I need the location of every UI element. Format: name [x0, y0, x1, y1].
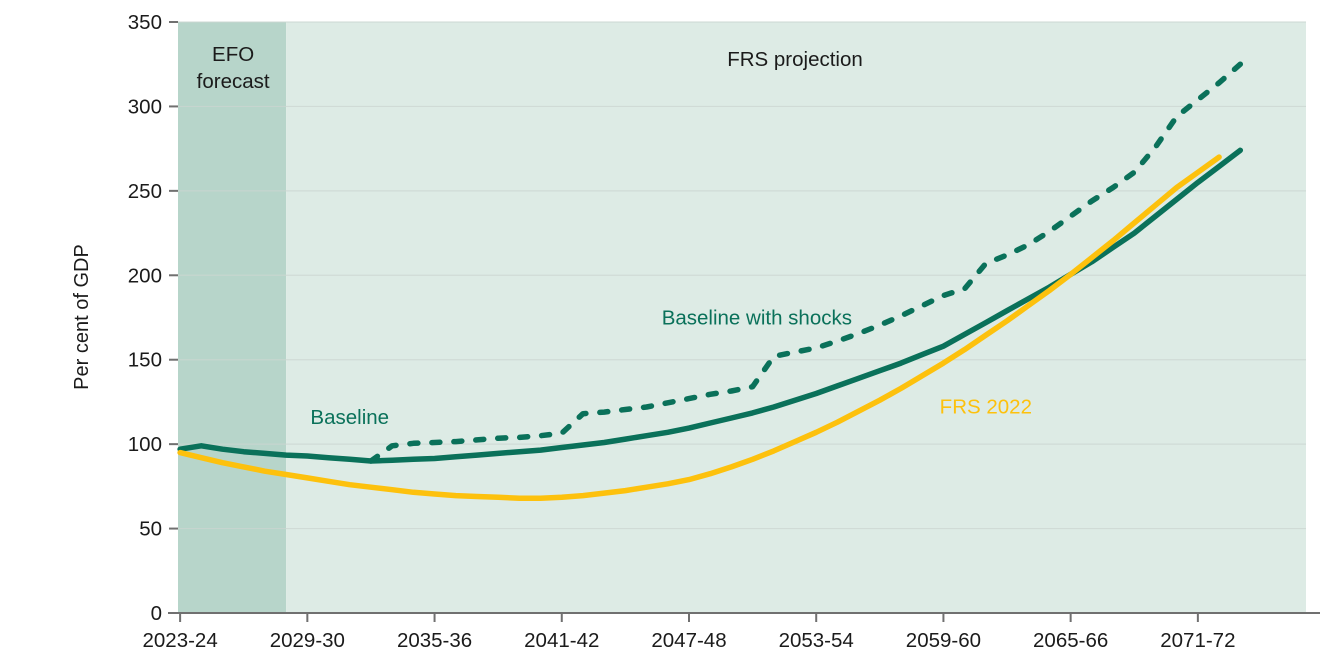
annotation-frs-projection: FRS projection — [727, 48, 863, 71]
y-tick-label-50: 50 — [139, 518, 162, 541]
y-axis-title: Per cent of GDP — [71, 244, 93, 390]
x-tick-label-2065-66: 2065-66 — [1033, 629, 1108, 652]
y-tick-label-100: 100 — [128, 433, 162, 456]
annotation-frs-2022-line-1: FRS 2022 — [940, 396, 1032, 419]
y-tick-label-150: 150 — [128, 349, 162, 372]
y-tick-label-200: 200 — [128, 264, 162, 287]
annotation-frs-2022: FRS 2022 — [940, 396, 1032, 419]
annotation-efo-forecast-line-2: forecast — [197, 70, 270, 93]
annotation-baseline-line-1: Baseline — [310, 406, 389, 429]
chart-annotations: EFO forecast FRS projection Baseline Baselin… — [197, 43, 1032, 429]
annotation-frs-projection-line-1: FRS projection — [727, 48, 863, 71]
x-tick-label-2029-30: 2029-30 — [270, 629, 345, 652]
x-tick-label-2023-24: 2023-24 — [143, 629, 218, 652]
x-tick-label-2035-36: 2035-36 — [397, 629, 472, 652]
x-tick-label-2047-48: 2047-48 — [651, 629, 726, 652]
y-tick-label-0: 0 — [151, 602, 162, 625]
x-tick-label-2053-54: 2053-54 — [779, 629, 854, 652]
axes — [168, 21, 1320, 622]
x-tick-label-2041-42: 2041-42 — [524, 629, 599, 652]
annotation-baseline-with-shocks-line-1: Baseline with shocks — [662, 306, 852, 329]
annotation-efo-forecast-line-1: EFO — [212, 43, 254, 66]
band-frs — [286, 22, 1306, 613]
gridlines — [178, 21, 1306, 530]
annotation-baseline: Baseline — [310, 406, 389, 429]
x-tick-label-2071-72: 2071-72 — [1160, 629, 1235, 652]
x-tick-label-2059-60: 2059-60 — [906, 629, 981, 652]
y-tick-label-300: 300 — [128, 95, 162, 118]
tick-labels: 2023-24 2029-30 2035-36 2041-42 2047-48 2053-… — [128, 11, 1236, 652]
annotation-efo-forecast: EFO forecast — [197, 43, 270, 93]
y-tick-label-350: 350 — [128, 11, 162, 34]
y-tick-label-250: 250 — [128, 180, 162, 203]
background-bands — [178, 22, 1306, 613]
series-line-baseline-with-shocks — [368, 61, 1244, 464]
band-efo — [178, 22, 287, 613]
series-line-frs-2022 — [177, 154, 1222, 501]
series-lines — [177, 61, 1244, 501]
annotation-baseline-with-shocks: Baseline with shocks — [662, 306, 852, 329]
